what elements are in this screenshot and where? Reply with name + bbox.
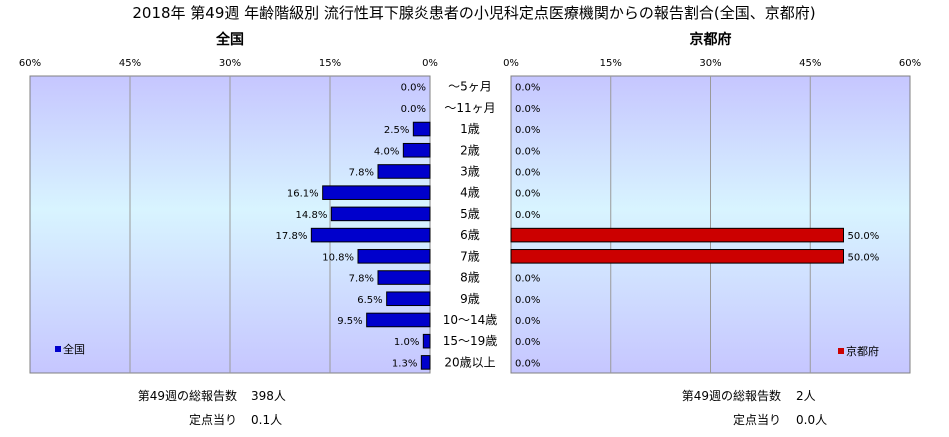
bar-left	[330, 206, 431, 222]
x-tick-label-left: 45%	[119, 58, 141, 69]
category-label: 1歳	[460, 122, 480, 136]
data-label-right: 0.0%	[515, 146, 540, 157]
bar-left	[412, 121, 431, 137]
data-label-right: 0.0%	[515, 358, 540, 369]
panel-title-left: 全国	[215, 31, 244, 48]
bar-left	[357, 249, 431, 264]
data-label-left: 4.0%	[374, 146, 399, 157]
category-label: 6歳	[460, 228, 480, 242]
data-label-right: 0.0%	[515, 316, 540, 327]
x-tick-label-right: 15%	[600, 58, 622, 69]
footer-total-label-right: 第49週の総報告数	[682, 388, 781, 403]
data-label-right: 0.0%	[515, 337, 540, 348]
data-label-left: 1.3%	[392, 358, 417, 369]
bar-left	[422, 333, 431, 349]
data-label-left: 7.8%	[349, 167, 374, 178]
category-label: ～11ヶ月	[444, 101, 495, 115]
footer-per-site-value-right: 0.0人	[796, 413, 827, 427]
category-label: 2歳	[460, 143, 480, 157]
x-tick-label-left: 60%	[19, 58, 41, 69]
footer-per-site-label-right: 定点当り	[733, 412, 781, 427]
category-label: ～5ヶ月	[448, 80, 492, 94]
legend-swatch-left	[55, 346, 61, 352]
bar-right	[510, 227, 844, 243]
category-label: 7歳	[460, 249, 480, 263]
bar-left	[377, 164, 431, 179]
category-label: 20歳以上	[444, 355, 495, 369]
data-label-left: 7.8%	[349, 274, 374, 285]
footer-per-site-value-left: 0.1人	[251, 413, 282, 427]
category-label: 4歳	[460, 186, 480, 200]
legend-label-right: 京都府	[846, 344, 879, 358]
x-tick-label-left: 0%	[422, 58, 438, 69]
data-label-left: 0.0%	[401, 104, 426, 115]
data-label-right: 0.0%	[515, 210, 540, 221]
bar-left	[322, 185, 431, 200]
legend-swatch-right	[838, 348, 844, 354]
legend-label-left: 全国	[63, 342, 85, 356]
x-tick-label-right: 45%	[799, 58, 821, 69]
data-label-right: 0.0%	[515, 83, 540, 94]
data-label-left: 9.5%	[337, 316, 362, 327]
data-label-left: 10.8%	[322, 252, 354, 263]
data-label-right: 0.0%	[515, 167, 540, 178]
footer-total-value-left: 398人	[251, 389, 286, 403]
data-label-right: 0.0%	[515, 104, 540, 115]
data-label-right: 0.0%	[515, 274, 540, 285]
data-label-left: 2.5%	[384, 125, 409, 136]
data-label-right: 0.0%	[515, 189, 540, 200]
x-tick-label-right: 0%	[503, 58, 519, 69]
data-label-left: 1.0%	[394, 337, 419, 348]
data-label-left: 16.1%	[287, 189, 319, 200]
bar-left	[366, 312, 431, 328]
x-tick-label-left: 15%	[319, 58, 341, 69]
data-label-right: 0.0%	[515, 125, 540, 136]
panel-title-right: 京都府	[690, 31, 732, 48]
category-label: 5歳	[460, 207, 480, 221]
category-label: 15～19歳	[443, 334, 498, 348]
bar-right	[510, 249, 844, 264]
category-label: 9歳	[460, 292, 480, 306]
x-tick-label-right: 60%	[899, 58, 921, 69]
footer-total-label-left: 第49週の総報告数	[138, 388, 237, 403]
data-label-right: 50.0%	[848, 252, 880, 263]
data-label-left: 6.5%	[357, 295, 382, 306]
bar-left	[377, 270, 431, 285]
footer-total-value-right: 2人	[796, 389, 816, 403]
bar-left	[420, 355, 431, 370]
x-tick-label-right: 30%	[699, 58, 721, 69]
data-label-left: 17.8%	[276, 231, 308, 242]
footer-per-site-label-left: 定点当り	[189, 412, 237, 427]
chart-title: 2018年 第49週 年齢階級別 流行性耳下腺炎患者の小児科定点医療機関からの報…	[132, 4, 815, 22]
data-label-left: 0.0%	[401, 83, 426, 94]
category-label: 8歳	[460, 271, 480, 285]
category-label: 3歳	[460, 164, 480, 178]
data-label-left: 14.8%	[296, 210, 328, 221]
bar-left	[386, 291, 431, 307]
bar-left	[310, 227, 431, 243]
x-tick-label-left: 30%	[219, 58, 241, 69]
data-label-right: 0.0%	[515, 295, 540, 306]
data-label-right: 50.0%	[848, 231, 880, 242]
bar-left	[402, 142, 431, 158]
category-label: 10～14歳	[443, 313, 498, 327]
